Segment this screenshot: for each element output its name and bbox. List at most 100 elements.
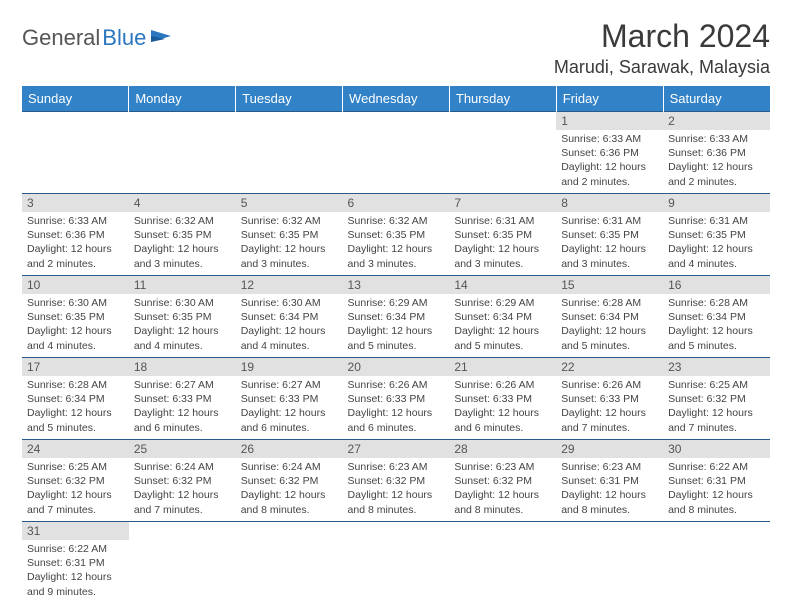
day-cell: 18Sunrise: 6:27 AMSunset: 6:33 PMDayligh… — [129, 358, 236, 440]
day-cell: 1Sunrise: 6:33 AMSunset: 6:36 PMDaylight… — [556, 112, 663, 194]
daylight-text: and 8 minutes. — [454, 503, 551, 517]
day-number: 6 — [343, 194, 450, 212]
day-details: Sunrise: 6:33 AMSunset: 6:36 PMDaylight:… — [556, 130, 663, 192]
calendar-body: 1Sunrise: 6:33 AMSunset: 6:36 PMDaylight… — [22, 112, 770, 604]
sunset-text: Sunset: 6:33 PM — [348, 392, 445, 406]
sunrise-text: Sunrise: 6:30 AM — [134, 296, 231, 310]
sunrise-text: Sunrise: 6:28 AM — [27, 378, 124, 392]
day-details: Sunrise: 6:23 AMSunset: 6:32 PMDaylight:… — [343, 458, 450, 520]
sunrise-text: Sunrise: 6:25 AM — [668, 378, 765, 392]
sunrise-text: Sunrise: 6:28 AM — [561, 296, 658, 310]
sunrise-text: Sunrise: 6:33 AM — [27, 214, 124, 228]
sunrise-text: Sunrise: 6:32 AM — [134, 214, 231, 228]
day-details: Sunrise: 6:33 AMSunset: 6:36 PMDaylight:… — [663, 130, 770, 192]
sunset-text: Sunset: 6:35 PM — [454, 228, 551, 242]
daylight-text: and 4 minutes. — [668, 257, 765, 271]
day-cell: 17Sunrise: 6:28 AMSunset: 6:34 PMDayligh… — [22, 358, 129, 440]
day-cell: 10Sunrise: 6:30 AMSunset: 6:35 PMDayligh… — [22, 276, 129, 358]
sunset-text: Sunset: 6:32 PM — [241, 474, 338, 488]
day-cell: 30Sunrise: 6:22 AMSunset: 6:31 PMDayligh… — [663, 440, 770, 522]
week-row: 17Sunrise: 6:28 AMSunset: 6:34 PMDayligh… — [22, 358, 770, 440]
day-cell: 8Sunrise: 6:31 AMSunset: 6:35 PMDaylight… — [556, 194, 663, 276]
day-details: Sunrise: 6:30 AMSunset: 6:35 PMDaylight:… — [129, 294, 236, 356]
day-details: Sunrise: 6:29 AMSunset: 6:34 PMDaylight:… — [449, 294, 556, 356]
day-cell: 28Sunrise: 6:23 AMSunset: 6:32 PMDayligh… — [449, 440, 556, 522]
month-title: March 2024 — [554, 18, 770, 55]
week-row: 24Sunrise: 6:25 AMSunset: 6:32 PMDayligh… — [22, 440, 770, 522]
daylight-text: Daylight: 12 hours — [454, 324, 551, 338]
day-cell — [663, 522, 770, 604]
day-cell — [449, 112, 556, 194]
sunrise-text: Sunrise: 6:33 AM — [561, 132, 658, 146]
day-details: Sunrise: 6:30 AMSunset: 6:34 PMDaylight:… — [236, 294, 343, 356]
sunset-text: Sunset: 6:35 PM — [561, 228, 658, 242]
daylight-text: and 8 minutes. — [668, 503, 765, 517]
daylight-text: Daylight: 12 hours — [668, 242, 765, 256]
day-cell: 12Sunrise: 6:30 AMSunset: 6:34 PMDayligh… — [236, 276, 343, 358]
daylight-text: Daylight: 12 hours — [241, 488, 338, 502]
day-number: 22 — [556, 358, 663, 376]
sunset-text: Sunset: 6:35 PM — [134, 310, 231, 324]
day-details: Sunrise: 6:30 AMSunset: 6:35 PMDaylight:… — [22, 294, 129, 356]
sunset-text: Sunset: 6:33 PM — [454, 392, 551, 406]
week-row: 10Sunrise: 6:30 AMSunset: 6:35 PMDayligh… — [22, 276, 770, 358]
day-details: Sunrise: 6:33 AMSunset: 6:36 PMDaylight:… — [22, 212, 129, 274]
daylight-text: Daylight: 12 hours — [668, 406, 765, 420]
sunrise-text: Sunrise: 6:31 AM — [561, 214, 658, 228]
daylight-text: Daylight: 12 hours — [668, 324, 765, 338]
day-cell — [129, 522, 236, 604]
logo: GeneralBlue — [22, 18, 173, 52]
day-cell: 29Sunrise: 6:23 AMSunset: 6:31 PMDayligh… — [556, 440, 663, 522]
day-cell — [22, 112, 129, 194]
weekday-header: Friday — [556, 86, 663, 112]
day-number: 19 — [236, 358, 343, 376]
sunrise-text: Sunrise: 6:27 AM — [241, 378, 338, 392]
day-number: 7 — [449, 194, 556, 212]
day-cell: 11Sunrise: 6:30 AMSunset: 6:35 PMDayligh… — [129, 276, 236, 358]
calendar-head: Sunday Monday Tuesday Wednesday Thursday… — [22, 86, 770, 112]
day-number: 26 — [236, 440, 343, 458]
daylight-text: Daylight: 12 hours — [27, 324, 124, 338]
day-details: Sunrise: 6:27 AMSunset: 6:33 PMDaylight:… — [236, 376, 343, 438]
day-number: 16 — [663, 276, 770, 294]
header: GeneralBlue March 2024 Marudi, Sarawak, … — [22, 18, 770, 78]
day-details: Sunrise: 6:25 AMSunset: 6:32 PMDaylight:… — [663, 376, 770, 438]
daylight-text: and 2 minutes. — [668, 175, 765, 189]
daylight-text: and 3 minutes. — [454, 257, 551, 271]
week-row: 1Sunrise: 6:33 AMSunset: 6:36 PMDaylight… — [22, 112, 770, 194]
day-number: 27 — [343, 440, 450, 458]
daylight-text: and 2 minutes. — [561, 175, 658, 189]
daylight-text: and 6 minutes. — [134, 421, 231, 435]
location: Marudi, Sarawak, Malaysia — [554, 57, 770, 78]
daylight-text: Daylight: 12 hours — [348, 488, 445, 502]
sunrise-text: Sunrise: 6:29 AM — [348, 296, 445, 310]
sunset-text: Sunset: 6:32 PM — [348, 474, 445, 488]
sunset-text: Sunset: 6:33 PM — [561, 392, 658, 406]
day-cell: 23Sunrise: 6:25 AMSunset: 6:32 PMDayligh… — [663, 358, 770, 440]
sunrise-text: Sunrise: 6:26 AM — [454, 378, 551, 392]
sunrise-text: Sunrise: 6:31 AM — [668, 214, 765, 228]
day-details: Sunrise: 6:24 AMSunset: 6:32 PMDaylight:… — [236, 458, 343, 520]
sunset-text: Sunset: 6:36 PM — [561, 146, 658, 160]
weekday-header: Tuesday — [236, 86, 343, 112]
daylight-text: and 4 minutes. — [27, 339, 124, 353]
daylight-text: Daylight: 12 hours — [27, 242, 124, 256]
weekday-header: Monday — [129, 86, 236, 112]
day-cell: 6Sunrise: 6:32 AMSunset: 6:35 PMDaylight… — [343, 194, 450, 276]
daylight-text: and 2 minutes. — [27, 257, 124, 271]
daylight-text: Daylight: 12 hours — [27, 406, 124, 420]
day-details: Sunrise: 6:22 AMSunset: 6:31 PMDaylight:… — [22, 540, 129, 602]
daylight-text: Daylight: 12 hours — [348, 406, 445, 420]
sunrise-text: Sunrise: 6:32 AM — [348, 214, 445, 228]
daylight-text: and 7 minutes. — [134, 503, 231, 517]
daylight-text: and 7 minutes. — [27, 503, 124, 517]
flag-icon — [151, 24, 173, 50]
daylight-text: Daylight: 12 hours — [27, 570, 124, 584]
day-details: Sunrise: 6:28 AMSunset: 6:34 PMDaylight:… — [663, 294, 770, 356]
sunrise-text: Sunrise: 6:22 AM — [27, 542, 124, 556]
weekday-header: Wednesday — [343, 86, 450, 112]
daylight-text: Daylight: 12 hours — [348, 242, 445, 256]
day-cell: 14Sunrise: 6:29 AMSunset: 6:34 PMDayligh… — [449, 276, 556, 358]
daylight-text: Daylight: 12 hours — [561, 242, 658, 256]
day-number: 4 — [129, 194, 236, 212]
